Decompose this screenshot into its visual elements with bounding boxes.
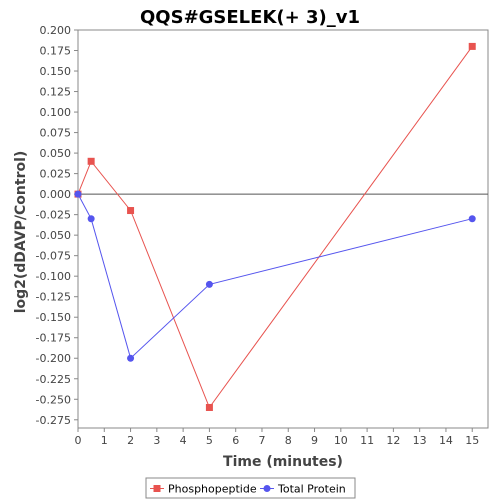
y-tick-label: -0.250 (36, 393, 71, 406)
data-point-phosphopeptide (87, 157, 95, 165)
y-tick-label: -0.225 (36, 373, 71, 386)
data-point-total-protein (74, 190, 82, 198)
y-tick-label: 0.075 (40, 127, 72, 140)
x-tick-label: 5 (206, 434, 213, 447)
y-tick-label: -0.150 (36, 311, 71, 324)
x-tick-label: 8 (285, 434, 292, 447)
x-tick-label: 4 (180, 434, 187, 447)
data-point-phosphopeptide (205, 403, 213, 411)
legend-label-phosphopeptide: Phosphopeptide (168, 483, 257, 496)
x-tick-label: 15 (465, 434, 479, 447)
y-tick-label: 0.200 (40, 24, 72, 37)
data-point-phosphopeptide (468, 42, 476, 50)
x-tick-label: 13 (413, 434, 427, 447)
x-tick-label: 12 (386, 434, 400, 447)
x-tick-label: 0 (75, 434, 82, 447)
data-point-total-protein (87, 215, 95, 223)
legend-marker-total-protein (263, 485, 271, 492)
y-tick-label: 0.125 (40, 86, 72, 99)
chart-title: QQS#GSELEK(+ 3)_v1 (140, 7, 360, 28)
legend-marker-phosphopeptide (153, 485, 161, 492)
y-tick-label: 0.000 (40, 188, 72, 201)
y-axis-title: log2(dDAVP/Control) (13, 151, 29, 314)
y-tick-label: -0.125 (36, 291, 71, 304)
y-tick-label: -0.100 (36, 270, 71, 283)
data-point-total-protein (205, 280, 213, 288)
y-tick-label: -0.050 (36, 229, 71, 242)
data-point-total-protein (127, 354, 135, 362)
x-tick-label: 3 (153, 434, 160, 447)
y-tick-label: -0.075 (36, 250, 71, 263)
y-tick-label: 0.150 (40, 65, 72, 78)
y-tick-label: -0.200 (36, 352, 71, 365)
y-tick-label: -0.275 (36, 414, 71, 427)
x-tick-label: 11 (360, 434, 374, 447)
x-tick-label: 6 (232, 434, 239, 447)
y-tick-label: 0.050 (40, 147, 72, 160)
x-tick-label: 9 (311, 434, 318, 447)
x-tick-label: 1 (101, 434, 108, 447)
x-tick-label: 2 (127, 434, 134, 447)
legend: Phosphopeptide Total Protein (145, 477, 356, 499)
x-axis-title: Time (minutes) (223, 454, 343, 470)
data-point-phosphopeptide (127, 207, 135, 215)
series-total-protein (74, 190, 476, 362)
y-axis: 0.200 0.175 0.150 0.125 0.100 0.075 0.050 0.025… (36, 24, 78, 427)
legend-label-total-protein: Total Protein (277, 483, 346, 496)
series-layer (74, 42, 476, 411)
y-tick-label: -0.175 (36, 332, 71, 345)
y-tick-label: 0.100 (40, 106, 72, 119)
data-point-total-protein (468, 215, 476, 223)
x-tick-label: 14 (439, 434, 453, 447)
plot-area (77, 29, 489, 429)
legend-box (145, 477, 356, 499)
y-tick-label: 0.175 (40, 45, 72, 58)
x-tick-label: 10 (334, 434, 348, 447)
x-axis: 0 1 2 3 4 5 6 7 8 9 10 11 12 13 14 15 (75, 428, 479, 447)
y-tick-label: -0.025 (36, 209, 71, 222)
y-tick-label: 0.025 (40, 168, 72, 181)
x-tick-label: 7 (258, 434, 265, 447)
